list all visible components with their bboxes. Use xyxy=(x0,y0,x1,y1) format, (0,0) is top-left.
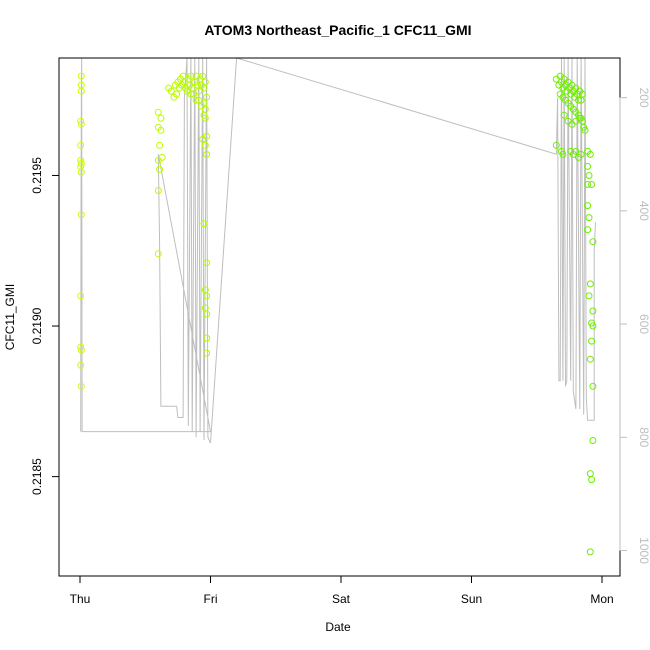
y-tick-label: 0.2195 xyxy=(30,157,44,194)
y-tick-label: 0.2190 xyxy=(30,307,44,344)
data-point xyxy=(192,96,200,104)
data-point xyxy=(589,238,597,246)
y-axis-right: 200 400 600 800 1000 xyxy=(619,88,650,564)
x-axis: Thu Fri Sat Sun Mon xyxy=(70,575,614,606)
data-point xyxy=(77,159,85,167)
data-point xyxy=(572,147,580,155)
data-point xyxy=(157,126,165,134)
y2-tick-label: 200 xyxy=(637,88,650,108)
data-point xyxy=(154,250,162,258)
x-axis-label: Date xyxy=(325,620,351,634)
data-point xyxy=(203,259,211,267)
series-line xyxy=(80,58,596,444)
data-point xyxy=(201,141,209,149)
y2-tick-label: 600 xyxy=(637,314,650,334)
data-point xyxy=(156,141,164,149)
data-point xyxy=(586,280,594,288)
data-point xyxy=(584,226,592,234)
data-point xyxy=(77,343,85,351)
data-point xyxy=(203,93,211,101)
data-point xyxy=(157,114,165,122)
data-point xyxy=(154,108,162,116)
data-point xyxy=(203,132,211,140)
y2-tick-label: 400 xyxy=(637,201,650,221)
data-point xyxy=(552,141,560,149)
data-point xyxy=(586,150,594,158)
data-point xyxy=(589,322,597,330)
data-point xyxy=(203,292,211,300)
line-path xyxy=(80,58,596,444)
data-point xyxy=(588,337,596,345)
data-point xyxy=(588,476,596,484)
data-point xyxy=(588,181,596,188)
y-axis-label: CFC11_GMI xyxy=(3,284,17,350)
data-point xyxy=(585,292,593,300)
data-point xyxy=(559,150,567,158)
data-point xyxy=(167,87,175,95)
y2-tick-label: 1000 xyxy=(637,537,650,564)
y-axis-left: 0.2185 0.2190 0.2195 xyxy=(30,157,60,495)
data-point xyxy=(187,72,195,80)
x-tick-label: Sun xyxy=(461,592,482,606)
data-point xyxy=(200,220,208,228)
data-point xyxy=(77,361,85,369)
data-point xyxy=(581,126,589,134)
data-point xyxy=(584,202,592,210)
data-point xyxy=(560,111,568,119)
data-point xyxy=(586,548,594,556)
data-point xyxy=(190,90,197,98)
data-point xyxy=(195,87,203,95)
data-point xyxy=(77,382,85,390)
x-tick-label: Fri xyxy=(204,592,218,606)
series-points xyxy=(77,72,597,556)
data-point xyxy=(77,87,85,95)
data-point xyxy=(586,470,594,478)
x-tick-label: Mon xyxy=(590,592,613,606)
data-point xyxy=(584,162,592,170)
data-point xyxy=(77,141,85,149)
data-point xyxy=(577,150,585,158)
data-point xyxy=(154,156,162,164)
plot-frame xyxy=(58,57,621,577)
data-point xyxy=(195,96,203,104)
x-tick-label: Sat xyxy=(332,592,351,606)
data-point xyxy=(201,78,209,86)
data-point xyxy=(203,150,211,158)
data-point xyxy=(203,349,211,357)
chart-title: ATOM3 Northeast_Pacific_1 CFC11_GMI xyxy=(204,22,471,38)
data-point xyxy=(589,307,597,315)
data-point xyxy=(584,181,592,188)
x-tick-label: Thu xyxy=(70,592,91,606)
data-point xyxy=(77,72,85,80)
data-point xyxy=(77,120,85,128)
data-point xyxy=(77,117,85,125)
data-point xyxy=(77,211,85,219)
data-point xyxy=(154,187,162,194)
y-tick-label: 0.2185 xyxy=(30,458,44,495)
data-point xyxy=(77,346,85,354)
data-point xyxy=(77,292,85,300)
data-point xyxy=(156,165,164,173)
data-point xyxy=(575,96,582,104)
data-point xyxy=(203,310,211,318)
data-point xyxy=(187,90,195,98)
data-point xyxy=(586,355,594,363)
data-point xyxy=(201,114,209,122)
data-point xyxy=(173,90,181,98)
data-point xyxy=(77,168,85,176)
data-point xyxy=(199,72,207,80)
data-point xyxy=(589,382,597,390)
data-point xyxy=(585,214,593,222)
y2-tick-label: 800 xyxy=(637,427,650,447)
data-point xyxy=(203,334,211,342)
data-point xyxy=(585,172,593,179)
data-point xyxy=(589,437,597,444)
data-point xyxy=(578,90,586,98)
